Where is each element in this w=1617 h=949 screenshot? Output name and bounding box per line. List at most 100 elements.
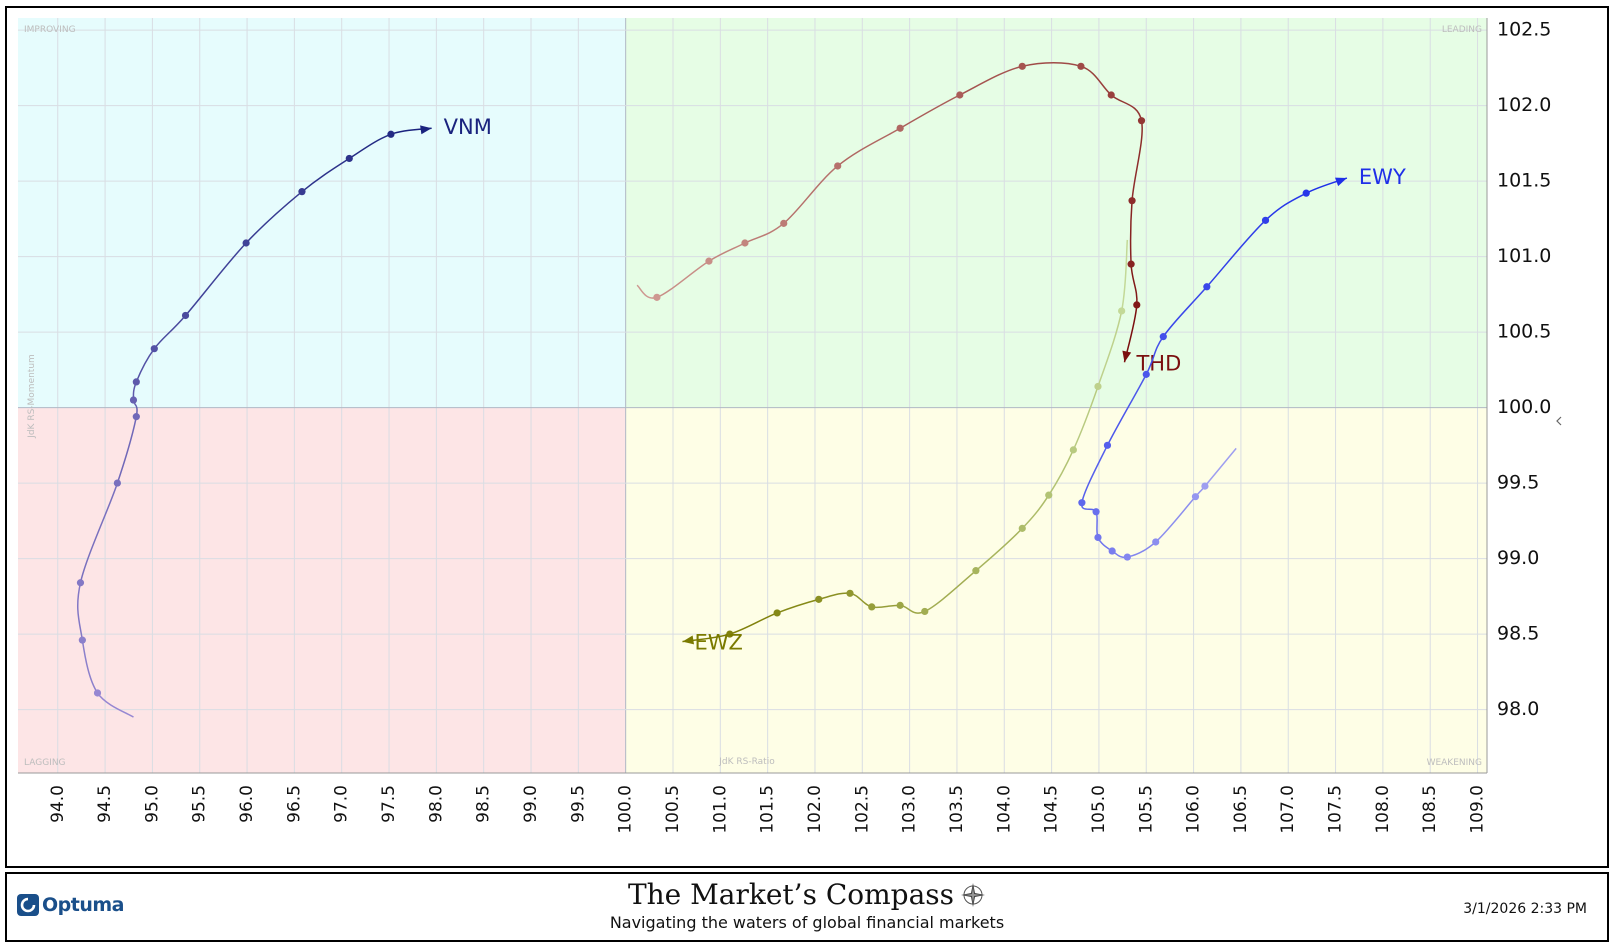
data-point[interactable] <box>726 630 734 638</box>
y-tick-label: 100.0 <box>1497 396 1551 418</box>
series-line-segment <box>79 482 119 583</box>
series-line-segment <box>96 692 134 718</box>
data-point[interactable] <box>1133 301 1141 309</box>
data-point[interactable] <box>1127 260 1135 268</box>
data-point[interactable] <box>956 91 964 99</box>
data-point[interactable] <box>181 311 190 320</box>
data-point[interactable] <box>1261 216 1270 224</box>
data-point[interactable] <box>1092 508 1100 516</box>
brand-block: The Market’s Compass Navigating the wate… <box>7 878 1607 932</box>
series-label: EWZ <box>694 631 742 655</box>
data-point[interactable] <box>972 567 980 575</box>
timestamp: 3/1/2026 2:33 PM <box>1463 901 1587 917</box>
data-point[interactable] <box>1107 91 1115 99</box>
data-point[interactable] <box>1094 533 1102 542</box>
data-point[interactable] <box>1045 491 1053 499</box>
x-tick-label: 96.5 <box>284 785 304 823</box>
data-point[interactable] <box>1159 333 1167 341</box>
data-point[interactable] <box>1103 441 1112 449</box>
x-tick-label: 95.5 <box>190 785 210 823</box>
data-point[interactable] <box>1118 307 1126 315</box>
data-point[interactable] <box>345 154 353 163</box>
data-point[interactable] <box>132 413 140 421</box>
series-line-segment <box>1106 374 1147 446</box>
data-point[interactable] <box>1152 538 1160 546</box>
data-point[interactable] <box>1094 382 1102 391</box>
data-point[interactable] <box>705 257 713 265</box>
data-point[interactable] <box>773 609 781 617</box>
x-tick-label: 101.0 <box>710 785 730 834</box>
x-tick-label: 95.0 <box>142 785 162 823</box>
data-point[interactable] <box>113 479 121 487</box>
data-point[interactable] <box>1108 547 1116 555</box>
y-tick-label: 99.0 <box>1497 547 1539 569</box>
data-point[interactable] <box>1069 446 1077 454</box>
data-point[interactable] <box>868 603 876 611</box>
quadrant-weakening <box>625 407 1487 773</box>
series-line-segment <box>924 570 977 613</box>
quadrant-improving <box>18 18 626 408</box>
y-tick-label: 98.5 <box>1497 623 1539 645</box>
data-point[interactable] <box>298 188 306 196</box>
data-point[interactable] <box>846 589 854 597</box>
data-point[interactable] <box>150 345 158 353</box>
data-point[interactable] <box>1137 117 1146 125</box>
data-point[interactable] <box>242 239 250 247</box>
data-point[interactable] <box>1018 524 1026 532</box>
series-line-segment <box>1264 192 1307 221</box>
y-tick-label: 99.5 <box>1497 472 1539 494</box>
data-point[interactable] <box>653 293 661 301</box>
data-point[interactable] <box>896 124 904 132</box>
quadrant-label-leading: LEADING <box>1442 25 1482 35</box>
data-point[interactable] <box>1128 197 1136 205</box>
data-point[interactable] <box>93 689 102 697</box>
data-point[interactable] <box>921 607 929 616</box>
data-point[interactable] <box>815 595 823 603</box>
data-point[interactable] <box>1077 62 1085 70</box>
y-axis-title: JdK RS-Momentum <box>27 354 37 439</box>
series-line-segment <box>1130 264 1138 305</box>
series-ewy: EWY <box>1078 165 1406 561</box>
series-line-segment <box>1048 449 1075 496</box>
data-point[interactable] <box>78 636 86 644</box>
data-point[interactable] <box>741 239 749 247</box>
x-tick-label: 104.0 <box>994 785 1014 834</box>
series-line-segment <box>184 242 247 316</box>
x-tick-label: 98.5 <box>474 785 494 823</box>
data-point[interactable] <box>834 162 842 170</box>
data-point[interactable] <box>896 601 904 609</box>
y-tick-label: 102.0 <box>1497 94 1551 116</box>
y-tick-label: 100.5 <box>1497 321 1551 343</box>
data-point[interactable] <box>1018 62 1026 70</box>
x-tick-label: 109.0 <box>1468 785 1488 834</box>
data-point[interactable] <box>780 219 788 227</box>
brand-title-row: The Market’s Compass <box>628 878 986 911</box>
data-point[interactable] <box>129 396 138 404</box>
series-line-segment <box>656 260 710 299</box>
series-line-segment <box>1072 386 1099 451</box>
series-layer: VNM THD EWY EWZ <box>76 61 1406 718</box>
y-tick-label: 101.0 <box>1497 245 1551 267</box>
data-point[interactable] <box>1203 283 1211 291</box>
optuma-logo: Optuma <box>17 894 124 916</box>
data-point[interactable] <box>1142 370 1150 378</box>
x-tick-label: 103.0 <box>900 785 920 834</box>
data-point[interactable] <box>132 378 140 386</box>
series-line-segment <box>1022 61 1082 68</box>
quadrant-leading <box>625 18 1487 408</box>
data-point[interactable] <box>76 579 85 587</box>
data-point[interactable] <box>1302 189 1310 197</box>
x-axis-title: JdK RS-Ratio <box>718 757 775 767</box>
collapse-chevron-icon[interactable] <box>1556 416 1562 426</box>
x-tick-label: 106.0 <box>1184 785 1204 834</box>
series-thd: THD <box>636 61 1181 375</box>
data-point[interactable] <box>1078 499 1086 507</box>
data-point[interactable] <box>1191 493 1200 501</box>
brand-tagline: Navigating the waters of global financia… <box>609 913 1005 932</box>
data-point[interactable] <box>1201 482 1209 490</box>
series-arrowhead <box>420 125 432 135</box>
data-point[interactable] <box>1123 553 1131 561</box>
x-tick-label: 97.0 <box>332 785 352 823</box>
data-point[interactable] <box>387 130 395 138</box>
x-tick-label: 104.5 <box>1042 785 1062 834</box>
